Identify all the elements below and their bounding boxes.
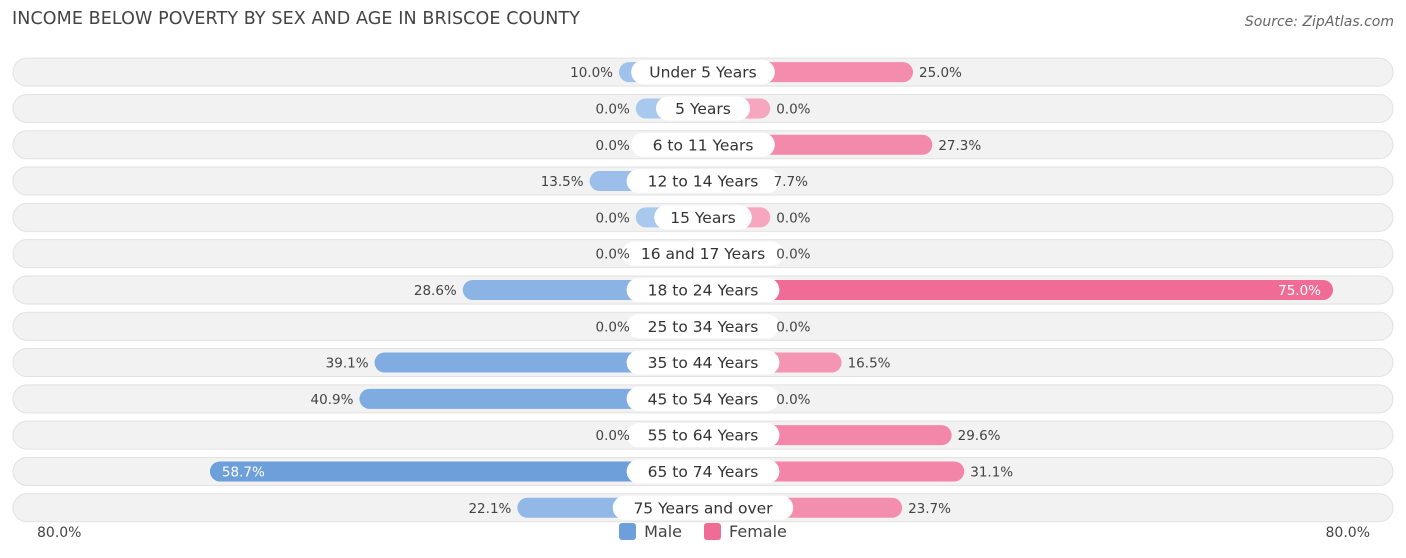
category-label-bg — [626, 314, 780, 339]
bar-female[interactable] — [703, 279, 1333, 300]
value-label-male: 10.0% — [570, 65, 613, 81]
axis-left-label: 80.0% — [37, 525, 82, 541]
category-label: 55 to 64 Years — [648, 427, 759, 445]
axis-right-label: 80.0% — [1325, 525, 1370, 541]
category-label-bg — [656, 96, 750, 121]
value-label-male: 0.0% — [595, 428, 629, 444]
value-label-male: 39.1% — [326, 356, 369, 372]
bar-male[interactable] — [209, 461, 704, 482]
category-label-bg — [626, 350, 780, 375]
legend-item-female[interactable]: Female — [704, 522, 787, 541]
value-label-female: 31.1% — [970, 464, 1013, 480]
source-label: Source: ZipAtlas.com — [1244, 14, 1394, 30]
value-label-female: 0.0% — [776, 247, 810, 263]
category-label-bg — [626, 386, 780, 411]
category-label: 12 to 14 Years — [648, 173, 759, 191]
value-label-female: 23.7% — [908, 501, 951, 517]
value-label-male: 28.6% — [414, 283, 457, 299]
bar-male[interactable] — [374, 352, 703, 373]
value-label-male: 0.0% — [595, 101, 629, 117]
category-label-bg — [612, 495, 794, 520]
category-label: 45 to 54 Years — [648, 390, 759, 408]
category-label-bg — [631, 60, 775, 85]
category-label-bg — [626, 423, 780, 448]
category-label-bg — [626, 277, 780, 302]
legend-label-female: Female — [729, 522, 787, 541]
value-label-male: 40.9% — [311, 392, 354, 408]
value-label-female: 0.0% — [776, 392, 810, 408]
category-label: 18 to 24 Years — [648, 281, 759, 299]
category-label-bg — [654, 205, 752, 230]
category-label: 15 Years — [670, 209, 736, 227]
category-label: 75 Years and over — [633, 499, 773, 517]
chart-title: INCOME BELOW POVERTY BY SEX AND AGE IN B… — [12, 9, 581, 29]
value-label-female: 29.6% — [958, 428, 1001, 444]
category-label: 6 to 11 Years — [653, 136, 754, 154]
legend-label-male: Male — [644, 522, 683, 541]
value-label-male: 58.7% — [222, 464, 265, 480]
bar-male[interactable] — [359, 388, 703, 409]
legend-item-male[interactable]: Male — [619, 522, 682, 541]
value-label-male: 0.0% — [595, 247, 629, 263]
category-label-bg — [631, 132, 775, 157]
value-label-female: 0.0% — [776, 319, 810, 335]
value-label-female: 0.0% — [776, 101, 810, 117]
value-label-male: 22.1% — [468, 501, 511, 517]
category-label-bg — [626, 459, 780, 484]
value-label-female: 7.7% — [774, 174, 808, 190]
value-label-female: 25.0% — [919, 65, 962, 81]
value-label-male: 0.0% — [595, 138, 629, 154]
value-label-female: 16.5% — [848, 356, 891, 372]
value-label-male: 0.0% — [595, 210, 629, 226]
category-label: 16 and 17 Years — [641, 245, 765, 263]
legend-swatch-male — [619, 523, 637, 540]
legend: Male Female — [0, 522, 1406, 541]
category-label: 35 to 44 Years — [648, 354, 759, 372]
value-label-male: 0.0% — [595, 319, 629, 335]
value-label-male: 13.5% — [541, 174, 584, 190]
category-label: 5 Years — [675, 100, 731, 118]
value-label-female: 27.3% — [938, 138, 981, 154]
category-label: Under 5 Years — [649, 64, 757, 82]
legend-swatch-female — [704, 523, 722, 540]
category-label-bg — [622, 241, 784, 266]
category-label: 25 to 34 Years — [648, 318, 759, 336]
category-label: 65 to 74 Years — [648, 463, 759, 481]
value-label-female: 0.0% — [776, 210, 810, 226]
value-label-female: 75.0% — [1278, 283, 1321, 299]
category-label-bg — [626, 169, 780, 194]
